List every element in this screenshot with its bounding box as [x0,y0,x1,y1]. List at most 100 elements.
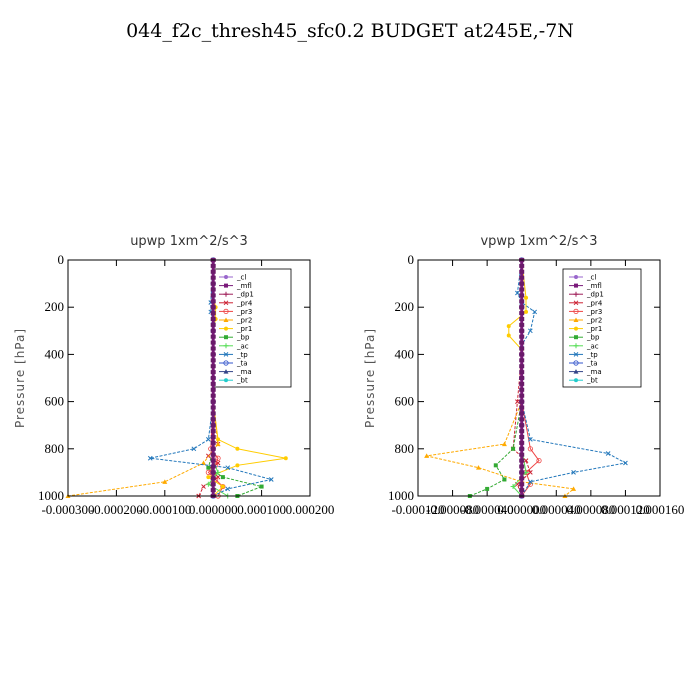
y-tick-label: 200 [395,299,415,314]
zero-marker [519,322,525,327]
zero-marker [210,435,216,439]
zero-marker [519,352,525,357]
zero-marker [210,452,216,457]
legend-label: _cl [236,274,246,282]
zero-marker [210,358,216,363]
y-tick-label: 200 [45,299,65,314]
x-tick-label: 0.000000 [497,502,546,517]
x-tick-label: -0.000300 [41,502,94,517]
data-point [623,460,628,466]
zero-marker [210,299,216,304]
legend-label: _pr2 [586,317,602,325]
zero-marker [210,423,216,428]
zero-marker [519,476,525,481]
zero-marker [210,328,216,333]
zero-marker [519,458,525,463]
legend-label: _cl [586,274,596,282]
zero-marker [210,376,216,380]
zero-marker [210,470,216,475]
data-point [571,470,576,475]
legend-label: _pr1 [236,325,252,333]
data-point [510,484,516,490]
zero-marker [210,464,216,469]
zero-marker [210,458,216,463]
data-point [524,309,529,314]
legend-marker [573,291,579,297]
zero-marker [210,429,216,434]
legend-marker [574,378,578,383]
legend-label: _bp [586,334,600,342]
zero-marker [519,299,525,304]
zero-marker [519,446,525,451]
series-line [150,259,272,497]
legend-label: _mfl [586,282,602,290]
zero-marker [519,381,525,386]
zero-marker [210,482,216,487]
panel-title: vpwp 1xm^2/s^3 [480,234,597,249]
data-point [506,324,511,329]
legend-marker [573,317,579,322]
series-line [426,260,575,497]
zero-marker [519,393,525,398]
x-tick-label: 0.000120 [601,502,650,517]
legend-marker [223,300,229,306]
plot-frame [417,259,661,497]
zero-marker [210,317,216,321]
zero-marker [210,352,216,357]
data-point [220,475,225,480]
data-point [206,437,211,442]
zero-marker [519,399,525,404]
zero-marker [519,275,525,280]
legend-label: _pr3 [236,308,252,316]
data-point [206,475,211,480]
plot-frame [67,259,311,497]
y-tick-label: 1000 [388,488,414,503]
legend-marker [223,291,229,297]
data-point [215,474,221,480]
zero-marker [210,293,216,298]
y-tick-label: 800 [45,441,65,456]
legend-marker [224,326,228,331]
legend-marker [573,343,579,349]
data-point [523,458,529,463]
legend-marker [573,369,579,374]
legend-marker [574,335,578,340]
legend-label: _pr4 [236,299,253,307]
legend-marker [573,308,579,314]
legend-label: _dp1 [236,291,254,299]
zero-marker [210,281,216,286]
data-point [524,295,529,300]
legend-label: _dp1 [586,291,604,299]
zero-marker [519,346,525,351]
x-tick-label: -0.000100 [138,502,191,517]
zero-marker [210,476,216,481]
y-tick-label: 600 [395,394,415,409]
zero-marker [519,488,525,493]
zero-marker [519,435,525,439]
y-tick-label: 1000 [38,488,64,503]
zero-marker [519,482,525,487]
x-tick-label: 0.000100 [237,502,286,517]
zero-marker [519,376,525,380]
y-tick-label: 600 [45,394,65,409]
zero-marker [210,269,216,274]
x-tick-label: -0.000040 [461,502,514,517]
legend-marker [223,352,229,357]
data-point [424,453,430,458]
legend-marker [573,360,579,366]
data-point [528,437,533,442]
data-point [201,484,206,489]
data-point [215,455,221,461]
zero-marker [519,370,525,375]
legend-label: _ma [236,368,252,376]
data-point [225,486,231,492]
zero-marker [210,287,216,292]
data-point [532,309,538,315]
zero-marker [519,387,525,392]
zero-marker [519,423,525,428]
zero-marker [210,440,216,445]
zero-marker [210,334,216,339]
data-point [511,446,516,451]
zero-marker [210,387,216,392]
